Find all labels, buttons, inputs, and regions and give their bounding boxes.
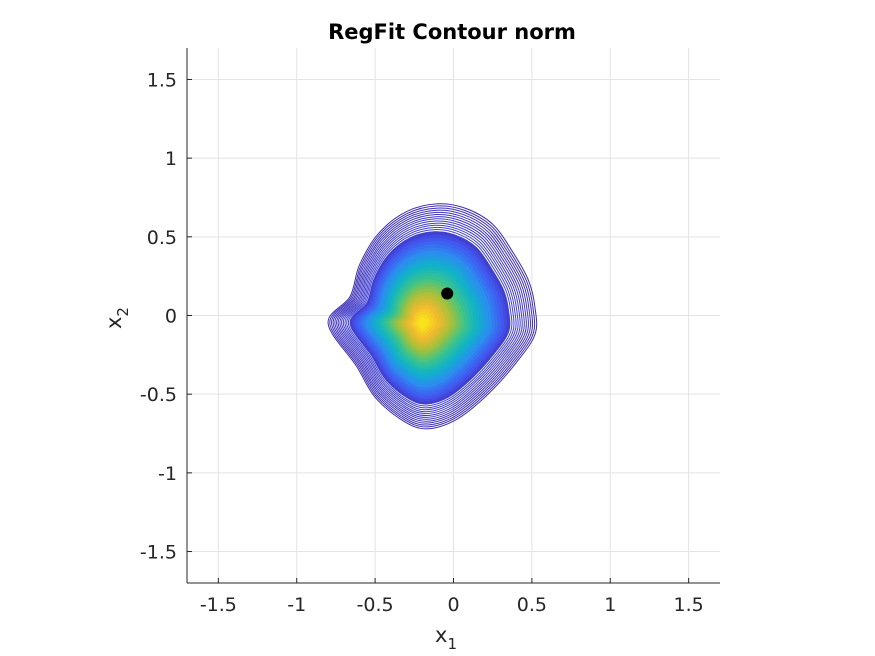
contour-fill-27 xyxy=(417,317,428,329)
y-tick-label-0: -1.5 xyxy=(140,542,177,564)
contour-line-12 xyxy=(347,229,513,407)
y-tick-label-3: 0 xyxy=(165,306,177,328)
tick-labels: -1.5 -1 -0.5 0 0.5 1 1.5 -1.5 -1 -0.5 0 0.5 1 1.5 xyxy=(140,69,704,616)
contour-line-11 xyxy=(346,226,515,409)
contour-line-1 xyxy=(329,205,536,428)
contour-levels xyxy=(327,203,538,430)
optimum-marker xyxy=(441,287,454,300)
contour-line-5 xyxy=(336,213,527,420)
x-tick-label-5: 1 xyxy=(604,594,616,616)
contour-line-2 xyxy=(330,207,534,426)
x-axis-label: x1 xyxy=(435,623,457,653)
contour-line-6 xyxy=(337,216,525,418)
contour-line-3 xyxy=(332,209,531,424)
marker-layer xyxy=(441,287,454,300)
y-tick-label-5: 1 xyxy=(165,148,177,170)
x-tick-label-6: 1.5 xyxy=(674,594,704,616)
y-tick-label-2: -0.5 xyxy=(140,384,177,406)
contour-line-10 xyxy=(344,224,517,411)
y-tick-label-1: -1 xyxy=(158,463,177,485)
y-tick-label-6: 1.5 xyxy=(147,69,177,91)
axes xyxy=(186,48,720,584)
contour-line-4 xyxy=(334,211,529,422)
contour-line-9 xyxy=(342,222,519,413)
contour-line-8 xyxy=(341,220,521,415)
x-tick-label-3: 0 xyxy=(447,594,459,616)
chart-title: RegFit Contour norm xyxy=(328,20,576,44)
x-tick-label-4: 0.5 xyxy=(517,594,547,616)
x-tick-label-0: -1.5 xyxy=(200,594,237,616)
contour-line-0 xyxy=(327,203,538,430)
x-tick-label-1: -1 xyxy=(287,594,306,616)
y-tick-label-4: 0.5 xyxy=(147,227,177,249)
contour-line-7 xyxy=(339,218,523,417)
x-tick-label-2: -0.5 xyxy=(357,594,394,616)
y-axis-label: x2 xyxy=(102,307,132,329)
